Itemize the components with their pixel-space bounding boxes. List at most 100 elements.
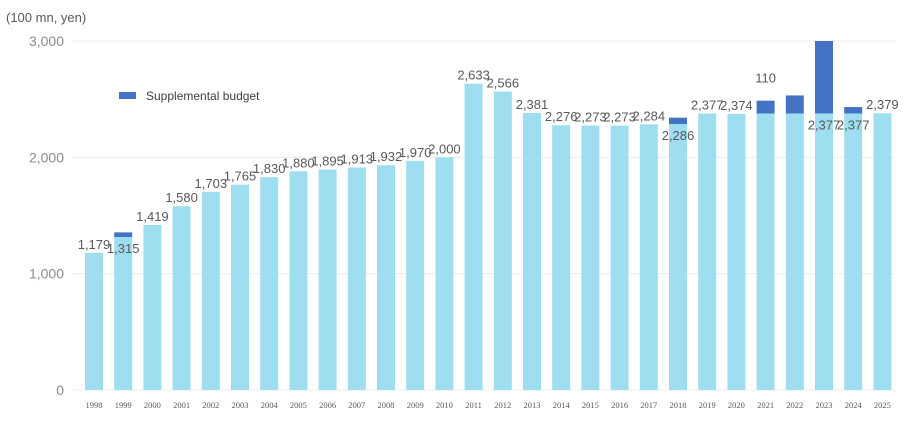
- y-tick-label: 2,000: [29, 149, 64, 165]
- data-label-2014: 2,276: [545, 109, 578, 124]
- bar-base-2006: [318, 169, 337, 390]
- data-label-1998: 1,179: [78, 237, 111, 252]
- x-tick-2021: 2021: [757, 400, 774, 410]
- bar-base-2015: [581, 125, 600, 390]
- x-tick-2007: 2007: [348, 400, 365, 410]
- data-label-2025: 2,379: [866, 97, 899, 112]
- x-axis-ticks: 1998 1999 2000 2001 2002 2003 2004 2005 2006 2007…: [86, 400, 891, 410]
- x-tick-2020: 2020: [728, 400, 745, 410]
- x-tick-2013: 2013: [524, 400, 541, 410]
- bar-base-2009: [406, 160, 425, 390]
- bar-base-2023: [815, 113, 833, 390]
- x-tick-2004: 2004: [261, 400, 279, 410]
- bar-base-2025: [873, 113, 892, 391]
- unit-label: (100 mn, yen): [6, 10, 86, 25]
- x-tick-2002: 2002: [202, 400, 219, 410]
- data-label-2003: 1,765: [224, 169, 257, 184]
- x-tick-2003: 2003: [232, 400, 249, 410]
- bar-base-2019: [698, 113, 717, 390]
- bar-base-2012: [493, 91, 512, 390]
- x-tick-2017: 2017: [640, 400, 657, 410]
- x-tick-2001: 2001: [173, 400, 190, 410]
- data-label-2020: 2,374: [720, 98, 753, 113]
- x-tick-2012: 2012: [494, 400, 511, 410]
- x-tick-2014: 2014: [553, 400, 571, 410]
- bar-supplemental-2018: [669, 117, 687, 125]
- x-tick-2023: 2023: [816, 400, 833, 410]
- data-label-2007: 1,913: [341, 151, 374, 166]
- x-tick-2024: 2024: [845, 400, 863, 410]
- data-label-2011: 2,633: [457, 68, 490, 83]
- bar-base-2003: [231, 184, 249, 390]
- x-tick-1998: 1998: [86, 400, 103, 410]
- bar-base-1999: [114, 237, 133, 390]
- bar-base-2018: [669, 124, 687, 390]
- data-label-2010: 2,000: [428, 141, 461, 156]
- x-tick-2022: 2022: [786, 400, 803, 410]
- bar-base-2024: [844, 113, 863, 390]
- data-label-2018: 2,286: [662, 128, 695, 143]
- bar-base-2021: [756, 113, 775, 390]
- x-tick-2015: 2015: [582, 400, 599, 410]
- bar-base-2001: [172, 206, 191, 390]
- data-label-2000: 1,419: [136, 209, 169, 224]
- data-label-2017: 2,284: [633, 108, 666, 123]
- bar-supplemental-2022: [785, 95, 804, 114]
- x-tick-2016: 2016: [611, 400, 628, 410]
- x-tick-2010: 2010: [436, 400, 453, 410]
- x-tick-2009: 2009: [407, 400, 424, 410]
- bar-base-2007: [347, 167, 366, 390]
- bar-base-2000: [143, 224, 162, 390]
- bar-base-2017: [639, 124, 658, 390]
- data-label-2016: 2,273: [603, 110, 636, 125]
- x-tick-1999: 1999: [115, 400, 132, 410]
- y-tick-label: 1,000: [29, 266, 64, 282]
- x-tick-2025: 2025: [874, 400, 891, 410]
- bar-base-1998: [85, 252, 103, 390]
- data-label-2005: 1,880: [282, 155, 315, 170]
- data-label-2001: 1,580: [165, 190, 198, 205]
- legend-swatch-supplemental: [119, 92, 136, 99]
- y-tick-label: 0: [56, 382, 64, 398]
- data-label-2019: 2,377: [691, 97, 724, 112]
- bars: [85, 41, 892, 391]
- bar-supplemental-1999: [114, 232, 133, 238]
- bar-base-2005: [289, 171, 308, 390]
- x-tick-2000: 2000: [144, 400, 161, 410]
- bar-supplemental-2023: [815, 41, 833, 114]
- data-label-2013: 2,381: [516, 97, 549, 112]
- bar-base-2022: [785, 113, 804, 390]
- bar-base-2020: [727, 113, 746, 390]
- y-tick-label: 3,000: [29, 33, 64, 49]
- data-label-2023: 2,377: [808, 117, 841, 132]
- data-label-2009: 1,970: [399, 145, 432, 160]
- bar-base-2011: [464, 83, 483, 390]
- x-tick-2005: 2005: [290, 400, 307, 410]
- data-label-2002: 1,703: [195, 176, 228, 191]
- x-tick-2011: 2011: [465, 400, 482, 410]
- bar-supplemental-2024: [844, 107, 863, 114]
- data-label-1999: 1,315: [107, 241, 140, 256]
- bar-base-2014: [552, 125, 571, 390]
- legend-label-supplemental: Supplemental budget: [146, 89, 260, 103]
- x-tick-2006: 2006: [319, 400, 336, 410]
- data-label-2024: 2,377: [837, 117, 870, 132]
- data-label-2012: 2,566: [487, 75, 520, 90]
- bar-base-2002: [201, 191, 220, 390]
- bar-base-2004: [260, 177, 279, 390]
- data-label-2008: 1,932: [370, 149, 403, 164]
- bar-supplemental-2021: [756, 100, 775, 114]
- legend: Supplemental budget: [119, 89, 260, 103]
- x-tick-2018: 2018: [670, 400, 687, 410]
- data-label-2004: 1,830: [253, 161, 286, 176]
- x-tick-2008: 2008: [378, 400, 395, 410]
- data-label-supplemental-2021: 110: [755, 71, 776, 86]
- bar-base-2010: [435, 157, 454, 390]
- bar-base-2016: [610, 125, 629, 390]
- bar-base-2008: [377, 165, 395, 390]
- data-label-2006: 1,895: [311, 154, 344, 169]
- bar-base-2013: [523, 113, 541, 391]
- x-tick-2019: 2019: [699, 400, 716, 410]
